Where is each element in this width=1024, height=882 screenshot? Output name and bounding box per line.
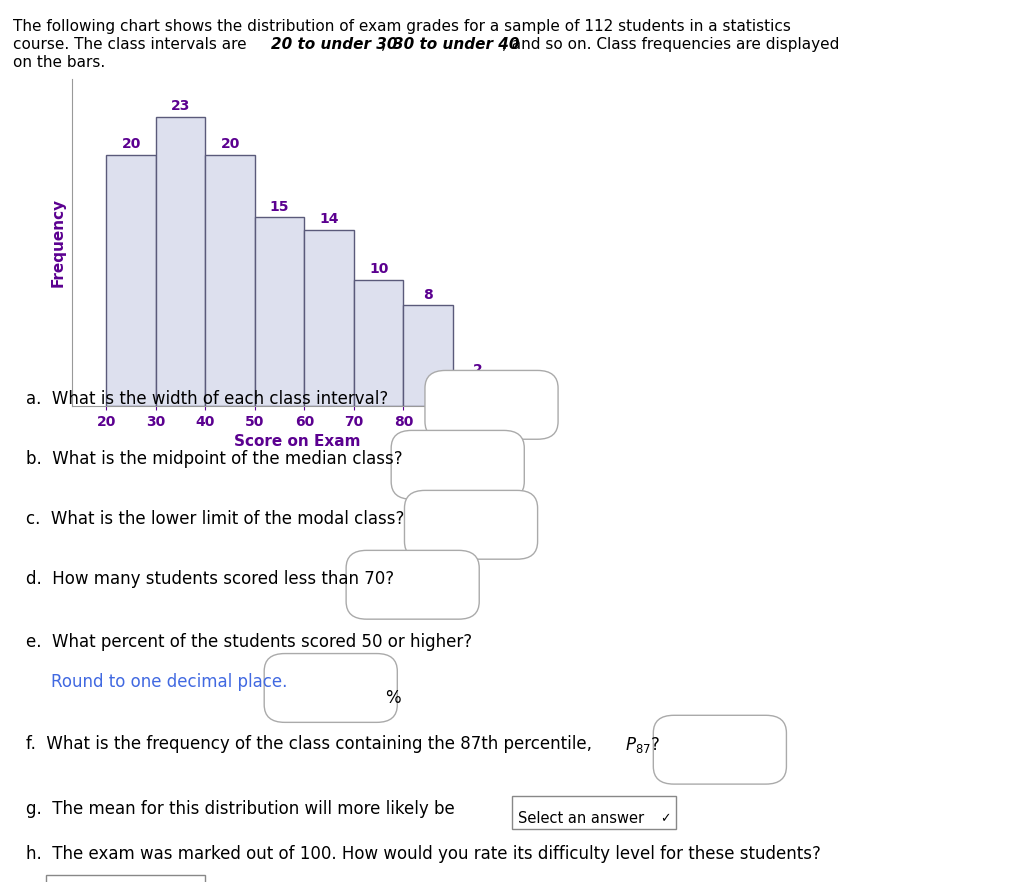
Bar xyxy=(255,218,304,406)
Text: 2: 2 xyxy=(473,363,482,377)
Text: g.  The mean for this distribution will more likely be: g. The mean for this distribution will m… xyxy=(26,800,460,818)
Text: c.  What is the lower limit of the modal class?: c. What is the lower limit of the modal … xyxy=(26,510,404,527)
Text: 15: 15 xyxy=(270,199,290,213)
Text: 20: 20 xyxy=(220,137,240,151)
Text: f.  What is the frequency of the class containing the 87th percentile,: f. What is the frequency of the class co… xyxy=(26,735,597,752)
Text: The following chart shows the distribution of exam grades for a sample of 112 st: The following chart shows the distributi… xyxy=(13,19,792,34)
Text: 14: 14 xyxy=(319,213,339,226)
Text: on the bars.: on the bars. xyxy=(13,55,105,70)
X-axis label: Score on Exam: Score on Exam xyxy=(233,434,360,449)
Text: Round to one decimal place.: Round to one decimal place. xyxy=(51,673,288,691)
Text: e.  What percent of the students scored 50 or higher?: e. What percent of the students scored 5… xyxy=(26,633,472,651)
Bar xyxy=(206,154,255,406)
Text: , and so on. Class frequencies are displayed: , and so on. Class frequencies are displ… xyxy=(502,37,839,52)
Text: $P_{87}$?: $P_{87}$? xyxy=(625,735,659,755)
Text: course. The class intervals are: course. The class intervals are xyxy=(13,37,252,52)
Text: d.  How many students scored less than 70?: d. How many students scored less than 70… xyxy=(26,570,393,587)
Text: 20 to under 30: 20 to under 30 xyxy=(271,37,398,52)
Text: h.  The exam was marked out of 100. How would you rate its difficulty level for : h. The exam was marked out of 100. How w… xyxy=(26,845,820,863)
Text: 23: 23 xyxy=(171,100,190,113)
Bar xyxy=(403,305,453,406)
Bar xyxy=(453,381,503,406)
Text: b.  What is the midpoint of the median class?: b. What is the midpoint of the median cl… xyxy=(26,450,402,467)
Text: 8: 8 xyxy=(423,288,433,302)
Bar xyxy=(106,154,156,406)
Text: a.  What is the width of each class interval?: a. What is the width of each class inter… xyxy=(26,390,388,407)
Text: ✓: ✓ xyxy=(660,812,671,826)
Y-axis label: Frequency: Frequency xyxy=(51,198,67,288)
Bar xyxy=(354,280,403,406)
Text: 10: 10 xyxy=(369,263,388,276)
Text: Select an answer: Select an answer xyxy=(518,811,644,826)
Text: ,: , xyxy=(381,37,391,52)
Text: 30 to under 40: 30 to under 40 xyxy=(393,37,520,52)
Bar xyxy=(304,230,354,406)
Bar xyxy=(156,117,206,406)
Text: %: % xyxy=(385,689,400,706)
Text: 20: 20 xyxy=(122,137,140,151)
